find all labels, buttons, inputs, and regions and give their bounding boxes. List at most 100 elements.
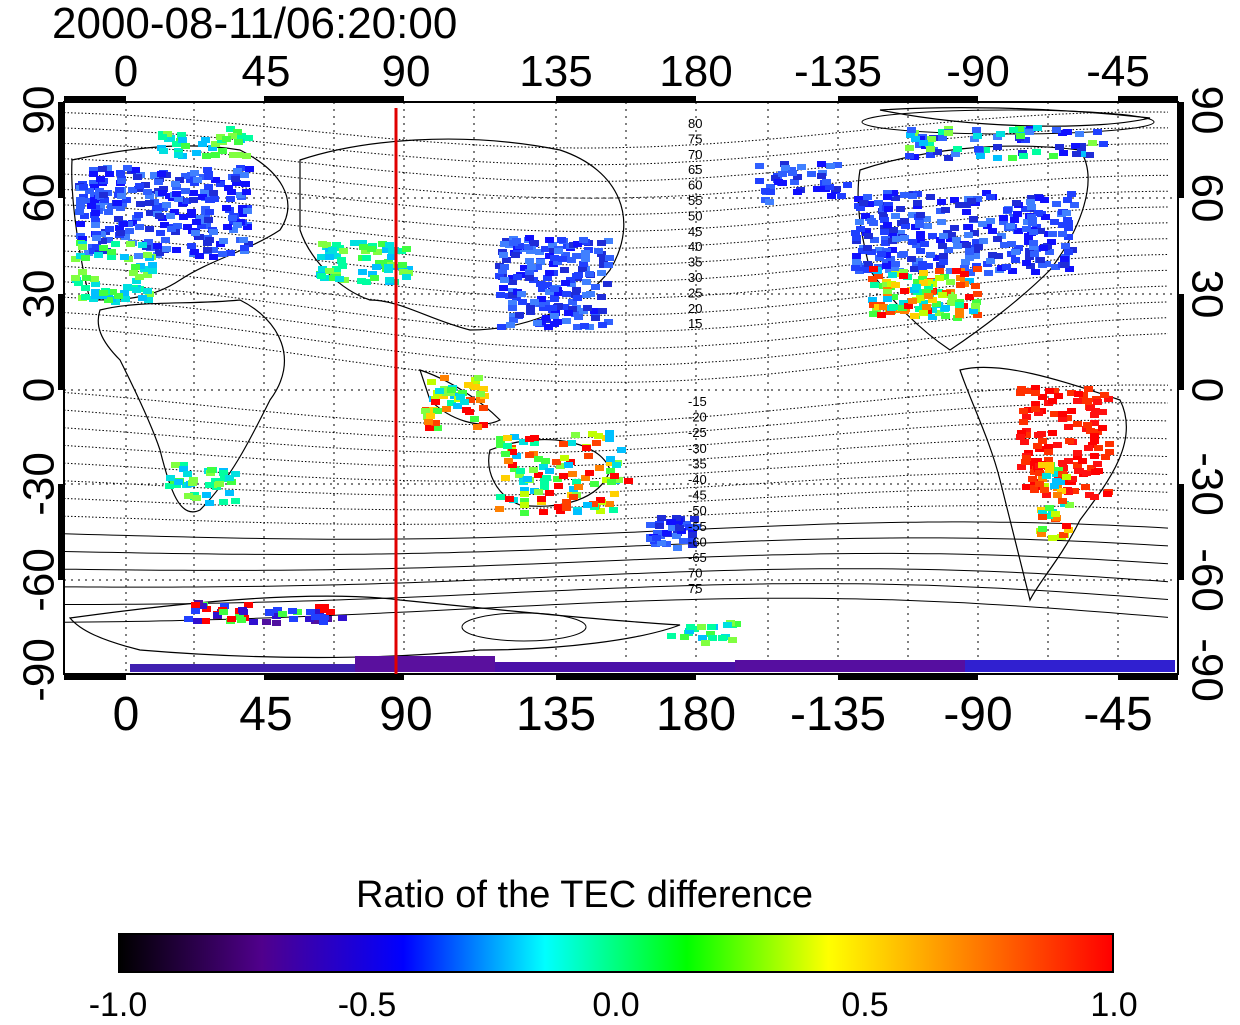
tec-cell [536, 259, 545, 265]
tec-cell [1022, 432, 1031, 438]
tec-cell [624, 478, 633, 484]
tec-cell [916, 231, 925, 237]
tec-cell [605, 501, 614, 507]
tec-cell [530, 299, 539, 305]
tec-cell [97, 231, 106, 237]
tec-cell [427, 379, 436, 385]
tec-cell [566, 277, 575, 283]
tec-cell [538, 286, 547, 292]
tec-cell [81, 255, 90, 261]
tec-cell [728, 637, 737, 643]
tec-cell [121, 234, 130, 240]
tec-cell [131, 264, 140, 270]
tec-cell [78, 269, 87, 275]
tec-cell [1085, 152, 1094, 158]
tec-cell [154, 179, 163, 185]
tec-cell [402, 274, 411, 280]
tec-cell [184, 493, 193, 499]
tec-cell [205, 482, 214, 488]
tec-cell [179, 462, 188, 468]
tec-cell [145, 226, 154, 232]
tec-cell [827, 193, 836, 199]
tec-cell [114, 216, 123, 222]
tec-cell [1063, 197, 1072, 203]
axis-tick-labels: 0 45 90 135 180 -135 -90 -450 45 90 135 180 -135 -90-… [14, 47, 1231, 741]
tec-cell [855, 219, 864, 225]
tec-cell [1035, 481, 1044, 487]
lat-tick-left: 30 [14, 270, 63, 319]
tec-cell [701, 640, 710, 646]
tec-cell [965, 278, 974, 284]
tec-cell [1090, 453, 1099, 459]
tec-cell [941, 305, 950, 311]
tec-cell [192, 495, 201, 501]
lon-tick-top: -90 [946, 47, 1010, 96]
tec-cell [1039, 245, 1048, 251]
tec-cell [71, 256, 80, 262]
tec-cell [1060, 262, 1069, 268]
tec-cell [179, 214, 188, 220]
tec-cell [208, 145, 217, 151]
tec-cell [239, 609, 248, 615]
tec-cell [158, 134, 167, 140]
tec-cell [1052, 127, 1061, 133]
tec-cell [1073, 462, 1082, 468]
tec-cell [900, 288, 909, 294]
tec-cell [241, 181, 250, 187]
tec-cell [431, 399, 440, 405]
tec-cell [205, 197, 214, 203]
tec-cell [1065, 502, 1074, 508]
tec-cell [204, 184, 213, 190]
lon-tick-bottom: 135 [516, 688, 596, 741]
colorbar-tick-label: 0.5 [841, 986, 889, 1024]
tec-cell [1059, 532, 1068, 538]
tec-cell [1081, 484, 1090, 490]
contour-labels: 8075706560555045403530252015-15-20-25-30… [688, 116, 707, 596]
tec-cell [612, 462, 621, 468]
tec-cell [1058, 130, 1067, 136]
tec-cell [372, 264, 381, 270]
tec-cell [793, 174, 802, 180]
tec-cell [950, 225, 959, 231]
tec-cell [553, 476, 562, 482]
tec-cell [1104, 396, 1113, 402]
tec-cell [1028, 476, 1037, 482]
tec-cell [562, 499, 571, 505]
tec-cell [192, 150, 201, 156]
tec-cell [863, 194, 872, 200]
lat-tick-right: 60 [1183, 174, 1232, 223]
tec-cell [573, 324, 582, 330]
tec-cell [520, 510, 529, 516]
tec-cell [143, 252, 152, 258]
tec-cell [1011, 257, 1020, 263]
tec-cell [1044, 513, 1053, 519]
tec-cell [585, 470, 594, 476]
tec-cell [972, 239, 981, 245]
tec-cell [231, 498, 240, 504]
tec-cell [1033, 125, 1042, 131]
tec-cell [910, 313, 919, 319]
tec-cell [166, 213, 175, 219]
tec-cell [916, 237, 925, 243]
tec-cell [1022, 226, 1031, 232]
tec-cell [229, 152, 238, 158]
tec-cell [927, 289, 936, 295]
contour-label: 45 [688, 224, 702, 239]
tec-cell [1085, 492, 1094, 498]
tec-cell [668, 525, 677, 531]
tec-cell [107, 249, 116, 255]
tec-cell [955, 312, 964, 318]
antarctic-band [130, 656, 1175, 672]
tec-cell [1034, 432, 1043, 438]
tec-cell [567, 440, 576, 446]
tec-cell [232, 180, 241, 186]
tec-cell [1065, 266, 1074, 272]
tec-cell [956, 275, 965, 281]
tec-cell [567, 257, 576, 263]
tec-cell [582, 279, 591, 285]
tec-cell [918, 261, 927, 267]
tec-cell [471, 384, 480, 390]
tec-cell [604, 262, 613, 268]
tec-cell [578, 266, 587, 272]
tec-cell [922, 289, 931, 295]
